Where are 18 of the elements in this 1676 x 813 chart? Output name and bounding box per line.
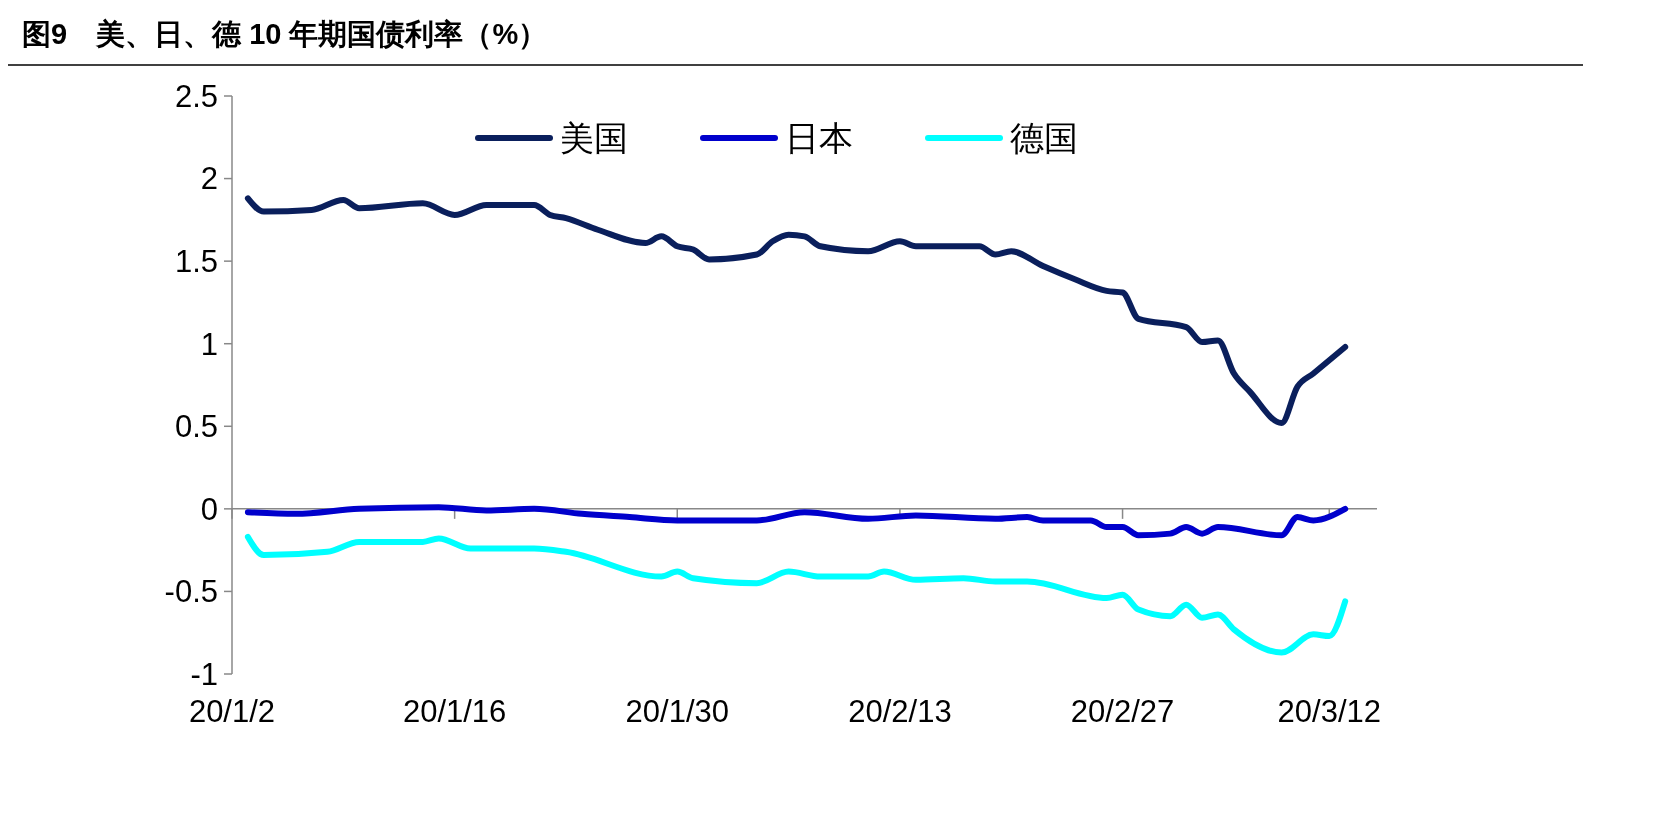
x-tick-label: 20/3/12 — [1277, 694, 1382, 729]
y-tick-label: 1.5 — [174, 243, 218, 279]
y-tick-label: 2 — [200, 161, 218, 197]
y-tick-label: 0 — [200, 491, 218, 527]
legend-label: 美国 — [560, 119, 628, 158]
chart-title: 图9 美、日、德 10 年期国债利率（%） — [22, 18, 548, 50]
x-tick-label: 20/2/13 — [848, 694, 952, 729]
legend-label: 日本 — [785, 119, 853, 158]
y-tick-label: 0.5 — [174, 409, 218, 445]
y-tick-label: -1 — [190, 656, 218, 692]
legend-label: 德国 — [1010, 119, 1078, 158]
y-tick-label: 2.5 — [174, 78, 218, 114]
x-tick-label: 20/1/16 — [402, 694, 507, 729]
y-tick-label: -0.5 — [164, 574, 218, 610]
x-tick-label: 20/2/27 — [1070, 694, 1175, 729]
x-tick-label: 20/1/30 — [625, 694, 729, 729]
x-tick-label: 20/1/2 — [188, 694, 276, 729]
y-tick-label: 1 — [200, 326, 218, 362]
